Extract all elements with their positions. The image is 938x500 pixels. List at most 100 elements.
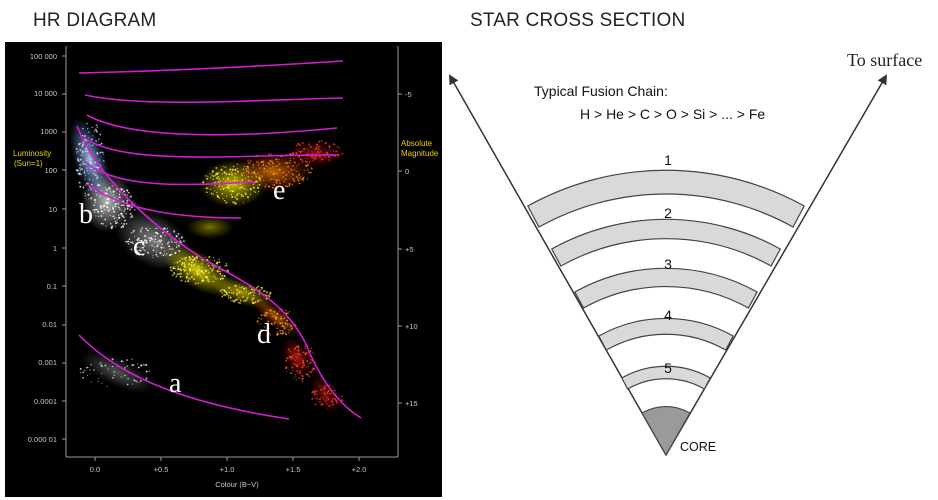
star-dot	[267, 320, 270, 323]
star-dot	[303, 364, 305, 367]
star-dot	[324, 399, 327, 402]
star-dot	[100, 195, 102, 197]
star-dot	[287, 171, 290, 173]
star-dot	[295, 152, 298, 155]
star-dot	[172, 272, 175, 275]
star-dot	[137, 363, 139, 365]
star-dot	[259, 293, 261, 295]
star-dot	[129, 208, 132, 211]
star-dot	[238, 284, 240, 287]
star-dot	[186, 273, 189, 275]
star-dot	[135, 248, 137, 250]
star-dot	[115, 221, 118, 224]
star-dot	[87, 193, 90, 196]
star-dot	[126, 199, 129, 202]
star-dot	[233, 196, 236, 198]
star-dot	[291, 173, 293, 175]
star-dot	[132, 242, 134, 245]
star-dot	[276, 312, 279, 315]
star-dot	[144, 235, 147, 238]
star-dot	[243, 172, 245, 174]
star-dot	[201, 263, 203, 265]
star-dot	[99, 205, 102, 208]
star-dot	[326, 152, 329, 155]
star-dot	[265, 165, 268, 167]
star-dot	[205, 270, 207, 272]
star-dot	[170, 238, 172, 240]
star-dot	[327, 155, 330, 158]
star-dot	[315, 147, 318, 150]
star-dot	[301, 150, 304, 153]
region-label-c: c	[133, 231, 145, 262]
star-dot	[107, 210, 109, 212]
star-dot	[267, 295, 269, 297]
star-dot	[213, 190, 216, 192]
star-dot	[258, 299, 260, 301]
star-dot	[76, 158, 79, 160]
star-dot	[216, 177, 219, 180]
star-dot	[158, 239, 160, 241]
luminosity-tick: 100	[44, 166, 57, 175]
star-dot	[289, 159, 292, 162]
star-dot	[175, 269, 177, 271]
star-dot	[184, 259, 187, 262]
star-dot	[297, 345, 300, 348]
star-dot	[292, 369, 294, 372]
star-dot	[79, 185, 82, 188]
star-dot	[170, 241, 173, 243]
star-dot	[151, 244, 154, 247]
star-dot	[302, 374, 304, 376]
star-dot	[178, 260, 181, 263]
star-dot	[272, 165, 275, 168]
star-dot	[296, 372, 299, 375]
star-dot	[111, 227, 113, 230]
star-dot	[87, 128, 89, 130]
star-dot	[304, 345, 306, 348]
star-dot	[295, 144, 298, 147]
star-dot	[191, 266, 193, 268]
star-dot	[228, 290, 230, 292]
star-dot	[82, 154, 84, 156]
star-dot	[96, 175, 99, 178]
star-dot	[159, 251, 162, 255]
star-dot	[298, 177, 300, 179]
star-dot	[78, 143, 81, 146]
track-line	[84, 161, 256, 186]
star-dot	[87, 182, 90, 185]
star-dot	[218, 185, 221, 188]
star-dot	[90, 183, 93, 186]
star-dot	[225, 291, 227, 293]
star-dot	[200, 282, 202, 284]
star-dot	[240, 300, 242, 302]
star-dot	[273, 184, 276, 186]
star-dot	[253, 190, 255, 192]
star-dot	[266, 312, 269, 315]
star-dot	[297, 177, 299, 179]
star-dot	[247, 166, 250, 168]
star-dot	[104, 209, 106, 211]
star-dot	[291, 365, 293, 368]
star-dot	[80, 154, 82, 156]
star-dot	[246, 189, 248, 191]
star-dot	[247, 171, 250, 174]
star-dot	[95, 166, 98, 168]
star-dot	[269, 334, 272, 336]
star-dot	[226, 195, 228, 197]
star-dot	[236, 168, 238, 170]
star-dot	[209, 173, 211, 175]
star-dot	[215, 278, 217, 280]
star-dot	[286, 357, 289, 360]
star-dot	[123, 220, 126, 222]
star-dot	[234, 172, 237, 175]
star-dot	[188, 272, 190, 275]
star-dot	[145, 370, 148, 373]
star-dot	[308, 171, 311, 174]
star-dot	[320, 160, 322, 163]
star-dot	[124, 374, 126, 377]
star-dot	[235, 299, 237, 302]
star-dot	[221, 185, 223, 188]
star-dot	[268, 185, 271, 188]
star-dot	[213, 259, 216, 262]
region-labels: a b c d e	[79, 175, 285, 399]
star-dot	[278, 159, 280, 161]
